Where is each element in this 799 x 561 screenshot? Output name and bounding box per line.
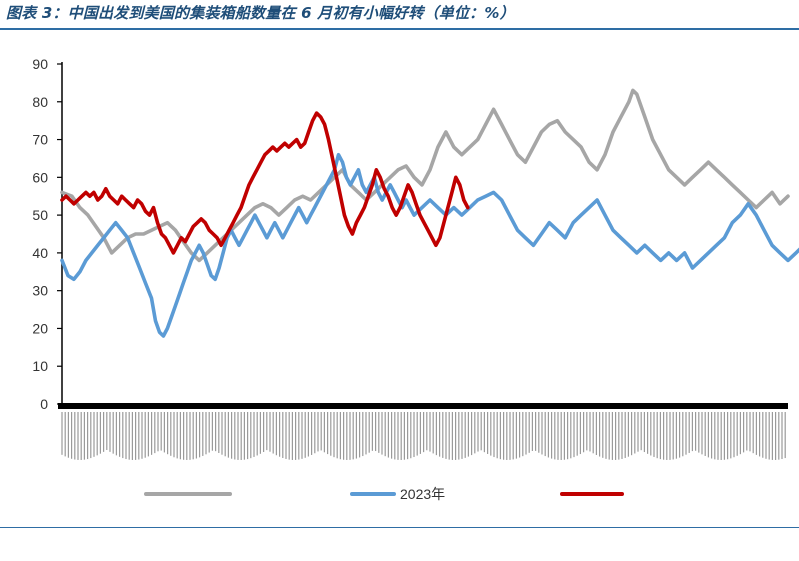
- title-divider: [0, 28, 799, 30]
- y-tick-label: 30: [32, 283, 48, 299]
- chart-title: 图表 3：中国出发到美国的集装箱船数量在 6 月初有小幅好转（单位：%）: [6, 4, 515, 22]
- series-line-2: [60, 152, 799, 338]
- bottom-divider: [0, 527, 799, 528]
- x-axis-line: [58, 403, 788, 409]
- y-tick-label: 50: [32, 207, 48, 223]
- y-tick-label: 90: [32, 56, 48, 72]
- y-tick-label: 20: [32, 320, 48, 336]
- y-tick-label: 80: [32, 94, 48, 110]
- y-tick-label: 0: [40, 396, 48, 412]
- y-tick-label: 60: [32, 169, 48, 185]
- y-tick-label: 10: [32, 358, 48, 374]
- series-line-3: [60, 111, 470, 255]
- series-line-1: [60, 88, 790, 263]
- legend-label-2: 2023年: [400, 486, 445, 502]
- y-tick-label: 40: [32, 245, 48, 261]
- y-tick-label: 70: [32, 132, 48, 148]
